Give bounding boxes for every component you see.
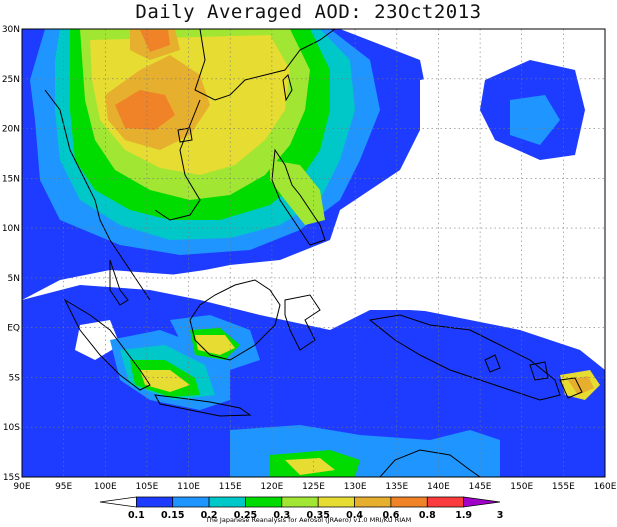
lat-tick-label: 25N bbox=[2, 75, 20, 85]
aod-region-png-orange bbox=[568, 376, 594, 395]
lat-tick-label: EQ bbox=[7, 324, 20, 334]
colorbar-swatch bbox=[426, 496, 464, 508]
coastline-java bbox=[154, 394, 252, 417]
lon-tick-label: 155E bbox=[552, 482, 575, 492]
lon-tick-label: 150E bbox=[510, 482, 533, 492]
coastline-indochina bbox=[44, 89, 151, 301]
colorbar-swatch bbox=[136, 496, 174, 508]
lon-tick-label: 90E bbox=[13, 482, 30, 492]
colorbar-swatch bbox=[99, 496, 137, 508]
colorbar-swatch bbox=[281, 496, 319, 508]
aod-region-hotspot bbox=[115, 90, 175, 130]
colorbar-label: 0.8 bbox=[419, 510, 436, 521]
colorbar-swatch bbox=[463, 496, 501, 508]
lon-tick-label: 105E bbox=[135, 482, 158, 492]
coastline-sumatra bbox=[63, 298, 151, 391]
aod-gap-sw bbox=[75, 320, 120, 360]
aod-gap-north bbox=[500, 29, 605, 60]
colorbar-swatch bbox=[172, 496, 210, 508]
coastline-borneo bbox=[189, 279, 281, 361]
coastline-australia bbox=[379, 449, 481, 477]
colorbar-label: 0.2 bbox=[201, 510, 218, 521]
colorbar-swatch bbox=[317, 496, 355, 508]
aod-region-pacific-core bbox=[510, 95, 560, 145]
lon-tick-label: 110E bbox=[177, 482, 200, 492]
colorbar-label: 3 bbox=[497, 510, 504, 521]
lon-tick-label: 120E bbox=[260, 482, 283, 492]
coastline-mainland bbox=[194, 29, 336, 101]
colorbar-label: 0.25 bbox=[234, 510, 257, 521]
lat-tick-label: 5S bbox=[9, 373, 21, 383]
colorbar-label: 0.35 bbox=[306, 510, 329, 521]
aod-region-south-yellow bbox=[285, 458, 335, 475]
colorbar-label: 0.4 bbox=[346, 510, 363, 521]
aod-gap-central bbox=[170, 255, 605, 350]
lat-tick-label: 10S bbox=[3, 423, 20, 433]
aod-region-sumatra-yellow bbox=[140, 370, 190, 392]
coastline-malay bbox=[109, 259, 129, 306]
lon-tick-label: 145E bbox=[469, 482, 492, 492]
lat-tick-label: 10N bbox=[2, 224, 20, 234]
coastline-hainan bbox=[177, 127, 193, 143]
colorbar-label: 0.1 bbox=[128, 510, 145, 521]
aod-gap-east bbox=[420, 70, 605, 250]
map-frame bbox=[21, 28, 606, 478]
aod-field bbox=[22, 29, 605, 477]
colorbar-label: 0.15 bbox=[161, 510, 184, 521]
lat-tick-label: 15N bbox=[2, 174, 20, 184]
map-title: Daily Averaged AOD: 23Oct2013 bbox=[135, 1, 482, 23]
lon-tick-label: 115E bbox=[219, 482, 242, 492]
colorbar-label: 1.9 bbox=[455, 510, 472, 521]
lon-tick-label: 100E bbox=[94, 482, 117, 492]
lat-tick-label: 30N bbox=[2, 25, 20, 35]
colorbar-label: 0.6 bbox=[382, 510, 399, 521]
colorbar-label: 0.3 bbox=[273, 510, 290, 521]
longitude-axis: 90E 95E 100E 105E 110E 115E 120E 125E 130E 135E 14… bbox=[13, 482, 616, 492]
aod-region-hotspot-north bbox=[140, 30, 170, 52]
lon-tick-label: 125E bbox=[302, 482, 325, 492]
lon-tick-label: 160E bbox=[594, 482, 617, 492]
lon-tick-label: 95E bbox=[55, 482, 72, 492]
colorbar: 0.1 0.15 0.2 0.25 0.3 0.35 0.4 0.6 0.8 1.9 3 bbox=[99, 496, 504, 521]
coastline-taiwan bbox=[282, 74, 293, 102]
lat-tick-label: 5N bbox=[8, 274, 20, 284]
coastline-philippines bbox=[271, 148, 326, 246]
coastline-new-guinea bbox=[368, 314, 561, 401]
lon-tick-label: 140E bbox=[427, 482, 450, 492]
lon-tick-label: 135E bbox=[385, 482, 408, 492]
lat-tick-label: 20N bbox=[2, 125, 20, 135]
credit-line: The Japanese Reanalysis for Aerosol (JRA… bbox=[205, 516, 412, 524]
colorbar-swatch bbox=[390, 496, 428, 508]
lon-tick-label: 130E bbox=[344, 482, 367, 492]
colorbar-swatch bbox=[354, 496, 392, 508]
colorbar-swatch bbox=[245, 496, 283, 508]
colorbar-swatch bbox=[208, 496, 246, 508]
lat-tick-label: 15S bbox=[3, 473, 20, 483]
coastlines bbox=[44, 29, 583, 477]
latitude-axis: 30N 25N 20N 15N 10N 5N EQ 5S 10S 15S bbox=[2, 25, 20, 483]
coastline-islands-east bbox=[484, 354, 583, 399]
